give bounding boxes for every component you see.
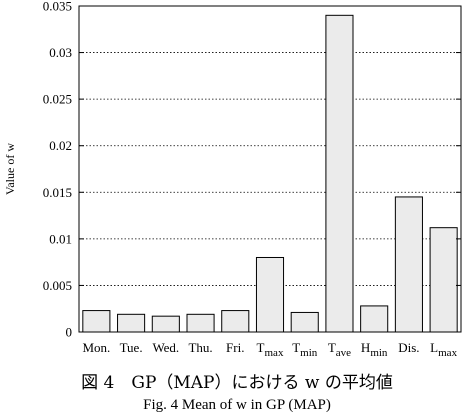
y-tick-label: 0.02 (49, 138, 72, 153)
y-axis-title: Value of w (3, 143, 17, 195)
gridlines (79, 52, 461, 286)
x-tick-label: Tue. (120, 340, 143, 355)
x-tick-label: Tave (328, 340, 351, 359)
y-tick-label: 0.01 (49, 231, 72, 246)
y-tick-label: 0.035 (43, 0, 72, 14)
bar (429, 227, 458, 333)
x-tick-label: Tmax (257, 340, 284, 359)
bar (394, 196, 423, 333)
bar (360, 305, 389, 333)
figure-caption-jp: 図 4 GP（MAP）における w の平均値 (81, 373, 393, 393)
y-ticks: 0 0.005 0.01 0.015 0.02 0.025 0.03 0.035 (43, 0, 461, 340)
bar (82, 310, 111, 333)
x-tick-labels: Mon. Tue. Wed. Thu. Fri. Tmax Tmin Tave Hmin Dis.… (82, 340, 457, 359)
bar (117, 313, 146, 333)
x-tick-label: Thu. (188, 340, 212, 355)
bar (186, 313, 215, 333)
bar-chart: 0 0.005 0.01 0.015 0.02 0.025 0.03 0.035 Mon. Tu… (3, 0, 462, 359)
bar (290, 311, 319, 333)
y-tick-label: 0.005 (43, 278, 72, 293)
x-tick-label: Lmax (430, 340, 457, 359)
x-tick-label: Wed. (152, 340, 179, 355)
y-tick-label: 0.015 (43, 185, 72, 200)
bar (151, 315, 180, 333)
bar (255, 256, 285, 333)
x-tick-label: Fri. (226, 340, 244, 355)
bars (82, 14, 458, 333)
y-tick-label: 0 (66, 325, 73, 340)
bar (325, 14, 354, 333)
bar (221, 310, 250, 333)
plot-frame (78, 5, 462, 333)
y-tick-label: 0.025 (43, 92, 72, 107)
x-tick-label: Dis. (398, 340, 419, 355)
y-tick-label: 0.03 (49, 45, 72, 60)
x-tick-label: Mon. (82, 340, 110, 355)
x-tick-label: Tmin (292, 340, 318, 359)
x-tick-label: Hmin (361, 340, 388, 359)
